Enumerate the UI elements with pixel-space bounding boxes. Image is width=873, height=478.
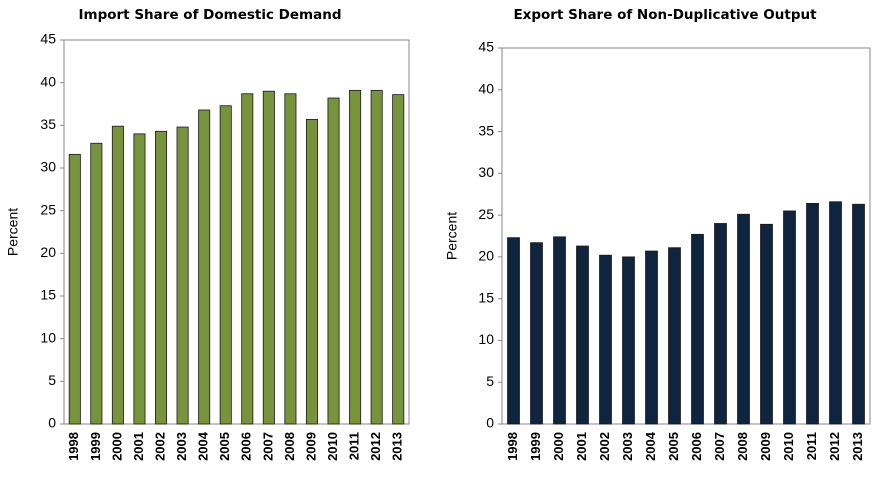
bar xyxy=(392,94,405,425)
x-tick-label: 2005 xyxy=(217,432,232,461)
x-tick-label: 2002 xyxy=(152,432,167,461)
bar xyxy=(691,233,704,425)
y-tick-label: 15 xyxy=(40,287,56,303)
x-tick-label: 2013 xyxy=(390,432,405,461)
bar xyxy=(305,118,318,425)
bar xyxy=(133,133,146,425)
bar xyxy=(370,89,383,425)
y-tick-label: 10 xyxy=(40,329,56,345)
bar xyxy=(599,254,612,425)
bar xyxy=(176,126,189,425)
x-tick-label: 2000 xyxy=(551,432,566,461)
bar xyxy=(806,203,819,425)
bar xyxy=(241,93,254,425)
bar xyxy=(507,237,520,425)
bar xyxy=(760,223,773,425)
x-tick-label: 2008 xyxy=(735,432,750,461)
x-tick-label: 2002 xyxy=(597,432,612,461)
x-tick-label: 2004 xyxy=(643,431,658,461)
x-tick-label: 1999 xyxy=(528,432,543,461)
y-axis-label: Percent xyxy=(444,212,460,260)
plot-area xyxy=(501,47,871,425)
y-tick-label: 25 xyxy=(40,201,56,217)
bar xyxy=(852,203,865,425)
x-tick-label: 1999 xyxy=(88,432,103,461)
x-tick-label: 2007 xyxy=(260,432,275,461)
bar xyxy=(553,236,566,425)
bar xyxy=(576,245,589,425)
bar xyxy=(198,109,211,425)
bar xyxy=(829,201,842,425)
x-tick-label: 2009 xyxy=(758,432,773,461)
chart-title: Import Share of Domestic Demand xyxy=(79,7,342,23)
y-tick-label: 25 xyxy=(478,206,494,222)
x-tick-label: 2009 xyxy=(303,432,318,461)
bar xyxy=(68,153,81,425)
x-tick-label: 2005 xyxy=(666,432,681,461)
x-tick-label: 2011 xyxy=(347,432,362,460)
x-tick-label: 2010 xyxy=(325,432,340,461)
bar xyxy=(645,250,658,425)
bar xyxy=(530,242,543,425)
x-tick-label: 2001 xyxy=(131,432,146,461)
x-tick-label: 2004 xyxy=(196,431,211,461)
chart-title: Export Share of Non-Duplicative Output xyxy=(513,7,817,23)
y-tick-label: 20 xyxy=(478,248,494,264)
bar xyxy=(622,256,635,425)
y-axis-label: Percent xyxy=(5,208,21,256)
x-tick-label: 1998 xyxy=(505,432,520,461)
y-tick-label: 35 xyxy=(40,116,56,132)
x-tick-label: 2008 xyxy=(282,432,297,461)
bar xyxy=(284,93,297,425)
x-tick-label: 1998 xyxy=(66,432,81,461)
x-tick-label: 2007 xyxy=(712,432,727,461)
x-tick-label: 2011 xyxy=(804,432,819,460)
x-tick-label: 2006 xyxy=(239,432,254,461)
y-tick-label: 40 xyxy=(478,80,494,96)
y-tick-label: 5 xyxy=(48,372,56,388)
x-tick-label: 2012 xyxy=(368,432,383,461)
y-tick-label: 0 xyxy=(486,415,494,431)
bar xyxy=(349,89,362,425)
y-tick-label: 45 xyxy=(40,31,56,47)
y-tick-label: 0 xyxy=(48,415,56,431)
bar xyxy=(783,210,796,425)
y-tick-label: 30 xyxy=(40,159,56,175)
bar xyxy=(668,247,681,425)
y-tick-label: 45 xyxy=(478,39,494,55)
bar xyxy=(737,213,750,425)
x-tick-label: 2006 xyxy=(689,432,704,461)
bar xyxy=(111,125,124,425)
x-tick-label: 2010 xyxy=(781,432,796,461)
bar xyxy=(327,97,340,425)
y-tick-label: 40 xyxy=(40,73,56,89)
bar xyxy=(262,90,275,425)
x-tick-label: 2001 xyxy=(574,432,589,461)
x-tick-label: 2013 xyxy=(850,432,865,461)
y-tick-label: 20 xyxy=(40,244,56,260)
x-tick-label: 2012 xyxy=(827,432,842,461)
y-tick-label: 5 xyxy=(486,373,494,389)
x-tick-label: 2003 xyxy=(174,432,189,461)
x-tick-label: 2003 xyxy=(620,432,635,461)
y-tick-label: 10 xyxy=(478,331,494,347)
plot-area xyxy=(63,39,410,425)
bar xyxy=(714,223,727,425)
y-tick-label: 30 xyxy=(478,164,494,180)
bar xyxy=(155,130,168,425)
y-tick-label: 15 xyxy=(478,289,494,305)
bar xyxy=(219,105,232,425)
x-tick-label: 2000 xyxy=(109,432,124,461)
y-tick-label: 35 xyxy=(478,122,494,138)
bar xyxy=(90,142,103,425)
